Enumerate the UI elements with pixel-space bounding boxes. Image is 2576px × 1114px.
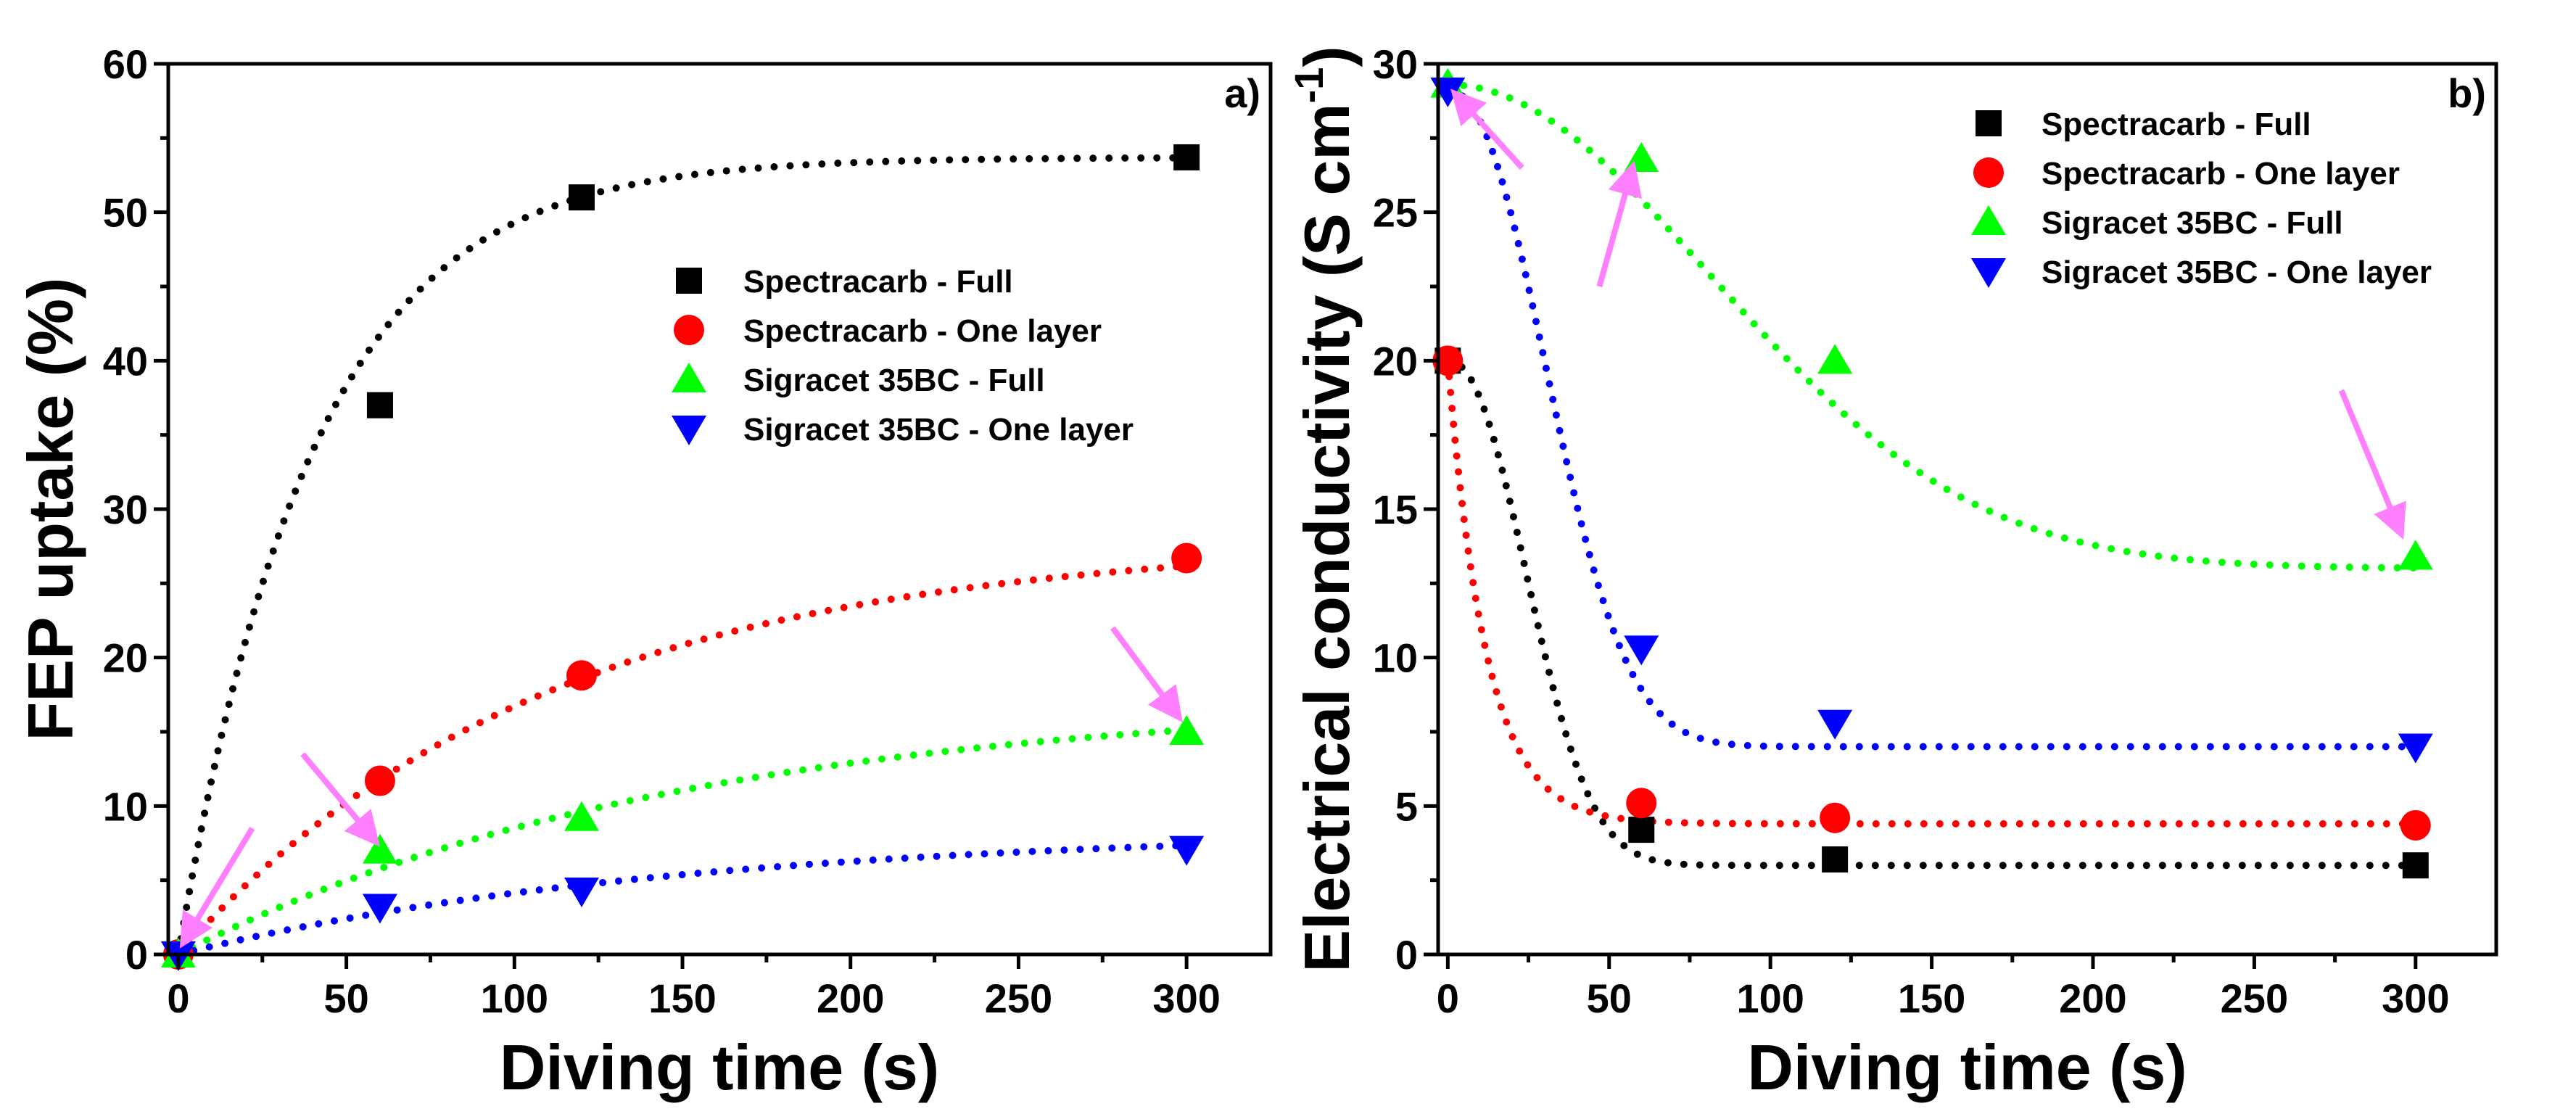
annotation-arrow — [179, 826, 255, 949]
y-tick-label: 10 — [1373, 635, 1418, 681]
legend-marker-sigracet-35bc-one-layer — [672, 416, 706, 445]
data-point-sigracet-35bc-full — [1169, 715, 1205, 745]
y-tick-label: 20 — [103, 635, 148, 681]
data-point-sigracet-35bc-one-layer — [1817, 709, 1853, 740]
legend-label-sigracet-35bc-full: Sigracet 35BC - Full — [743, 363, 1045, 398]
chart-b: 0 50 100 150 200 250 300 0 5 10 15 20 25 30 Diving tim… — [1286, 41, 2498, 1103]
y-tick-label: 5 — [1395, 783, 1418, 829]
y-tick-label: 0 — [125, 932, 148, 978]
y-tick-label: 30 — [1373, 41, 1418, 87]
data-point-spectracarb-one-layer — [2400, 809, 2431, 841]
data-point-spectracarb-full — [2402, 852, 2429, 879]
x-tick-label: 200 — [2059, 975, 2126, 1021]
legend-marker-sigracet-35bc-full — [1971, 205, 2006, 235]
annotation-arrow — [2338, 389, 2406, 540]
legend-label-spectracarb-full: Spectracarb - Full — [743, 264, 1013, 300]
legend-label-spectracarb-one-layer: Spectracarb - One layer — [743, 313, 1102, 349]
annotation-arrow — [1110, 626, 1183, 723]
fit-curve-sigracet-35bc-full — [1444, 81, 2419, 572]
data-point-spectracarb-full — [569, 184, 595, 211]
data-point-spectracarb-one-layer — [1432, 345, 1464, 376]
x-tick-label: 250 — [2221, 975, 2288, 1021]
y-tick-label: 0 — [1395, 932, 1418, 978]
x-axis-label: Diving time (s) — [1747, 1031, 2187, 1103]
data-point-sigracet-35bc-one-layer — [1169, 836, 1205, 866]
data-point-sigracet-35bc-full — [1817, 344, 1853, 374]
fit-curve-sigracet-35bc-full — [174, 726, 1191, 958]
y-tick-label: 15 — [1373, 487, 1418, 532]
annotation-arrow — [1450, 88, 1524, 170]
x-tick-label: 100 — [481, 975, 548, 1021]
x-tick-label: 50 — [323, 975, 368, 1021]
y-axis-label-superscript: -1 — [1286, 67, 1332, 104]
data-point-spectracarb-one-layer — [566, 660, 597, 691]
legend-marker-spectracarb-one-layer — [1973, 157, 2004, 188]
panel-label: a) — [1224, 70, 1260, 116]
x-tick-label: 100 — [1736, 975, 1804, 1021]
annotation-arrow — [300, 752, 380, 847]
legend: Spectracarb - Full Spectracarb - One laye… — [1971, 107, 2432, 290]
data-point-spectracarb-one-layer — [1626, 788, 1657, 819]
panel-label: b) — [2448, 70, 2486, 116]
data-point-sigracet-35bc-one-layer — [362, 894, 397, 924]
legend-marker-spectracarb-full — [1976, 110, 2002, 136]
x-tick-label: 250 — [985, 975, 1052, 1021]
legend-marker-spectracarb-full — [676, 268, 702, 294]
x-axis-label: Diving time (s) — [500, 1031, 939, 1103]
fit-curve-spectracarb-full — [174, 154, 1191, 958]
x-tick-label: 150 — [1898, 975, 1965, 1021]
data-point-spectracarb-one-layer — [1820, 802, 1851, 833]
data-point-sigracet-35bc-one-layer — [564, 877, 599, 907]
data-point-sigracet-35bc-full — [362, 833, 397, 864]
x-tick-label: 150 — [648, 975, 716, 1021]
fit-curve-spectracarb-one-layer — [1444, 357, 2419, 828]
data-point-spectracarb-full — [1628, 817, 1655, 843]
data-point-spectracarb-one-layer — [364, 765, 395, 796]
y-axis-label: Electrical conductivity (S cm-1) — [1286, 46, 1363, 972]
data-point-sigracet-35bc-full — [1624, 141, 1659, 172]
legend-label-spectracarb-one-layer: Spectracarb - One layer — [2042, 156, 2400, 191]
legend-marker-sigracet-35bc-one-layer — [1971, 258, 2006, 288]
x-tick-label: 0 — [1437, 975, 1459, 1021]
fit-curve-spectracarb-one-layer — [174, 562, 1191, 958]
x-tick-label: 200 — [817, 975, 884, 1021]
data-point-spectracarb-full — [1822, 846, 1849, 873]
data-point-spectracarb-full — [366, 392, 393, 418]
y-tick-label: 60 — [103, 41, 148, 87]
y-axis-label-close: ) — [1291, 46, 1363, 67]
legend-label-spectracarb-full: Spectracarb - Full — [2042, 107, 2311, 142]
data-point-sigracet-35bc-full — [2398, 540, 2433, 570]
y-tick-label: 25 — [1373, 190, 1418, 236]
legend-marker-sigracet-35bc-full — [672, 363, 706, 392]
fit-curve-sigracet-35bc-one-layer — [1444, 86, 2419, 751]
fit-curve-sigracet-35bc-one-layer — [174, 841, 1191, 958]
x-tick-label: 0 — [167, 975, 189, 1021]
y-axis-label: FEP uptake (%) — [15, 278, 86, 741]
data-point-sigracet-35bc-one-layer — [1624, 635, 1659, 666]
x-tick-label: 50 — [1587, 975, 1632, 1021]
y-tick-label: 30 — [103, 487, 148, 532]
data-point-spectracarb-one-layer — [1171, 542, 1202, 574]
y-tick-label: 40 — [103, 338, 148, 384]
chart-a: 0 50 100 150 200 250 300 0 10 20 30 40 50 60 Diving ti… — [15, 41, 1273, 1103]
data-point-sigracet-35bc-full — [564, 801, 599, 831]
data-point-spectracarb-full — [1173, 144, 1200, 170]
plot-frame — [166, 62, 1273, 957]
y-tick-label: 10 — [103, 783, 148, 829]
fit-curve-spectracarb-full — [1444, 357, 2419, 870]
legend-label-sigracet-35bc-full: Sigracet 35BC - Full — [2042, 205, 2343, 241]
legend: Spectracarb - Full Spectracarb - One laye… — [672, 264, 1134, 447]
legend-label-sigracet-35bc-one-layer: Sigracet 35BC - One layer — [743, 412, 1134, 447]
legend-marker-spectracarb-one-layer — [674, 315, 704, 345]
y-tick-label: 50 — [103, 190, 148, 236]
annotation-arrow — [1596, 160, 1642, 288]
legend-label-sigracet-35bc-one-layer: Sigracet 35BC - One layer — [2042, 255, 2432, 290]
x-tick-label: 300 — [2382, 975, 2449, 1021]
x-tick-label: 300 — [1152, 975, 1220, 1021]
data-point-sigracet-35bc-one-layer — [2398, 733, 2433, 764]
y-tick-label: 20 — [1373, 338, 1418, 384]
